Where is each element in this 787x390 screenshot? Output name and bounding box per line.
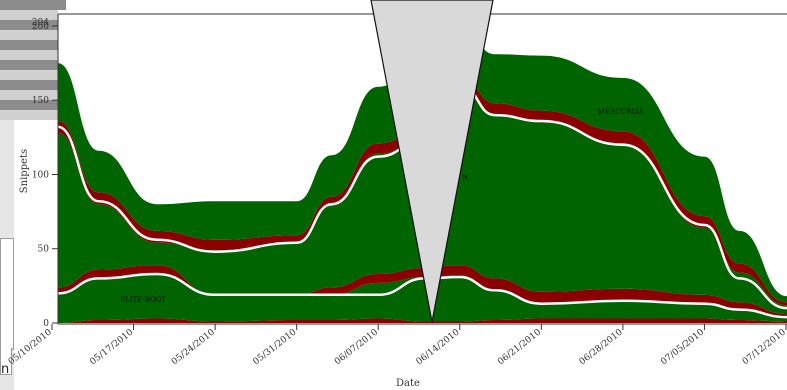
x-tick-label: 05/31/2010 xyxy=(251,327,298,367)
x-tick-label: 06/14/2010 xyxy=(415,327,462,367)
background-panel-bottom xyxy=(0,348,12,375)
background-toolbar-stripe xyxy=(0,10,66,20)
background-toolbar-stripe xyxy=(0,60,66,70)
x-tick-label: 06/21/2010 xyxy=(496,327,543,367)
x-tick-label: 07/12/2010 xyxy=(741,327,787,367)
background-toolbar-stripe xyxy=(0,20,66,30)
background-toolbar-stripe xyxy=(0,70,66,80)
overlay-triangle xyxy=(370,0,494,323)
background-toolbar-stripe xyxy=(0,100,66,110)
background-cropped-text: n xyxy=(1,362,10,377)
y-tick-label: 150 xyxy=(32,96,49,106)
background-toolbar-stripe xyxy=(0,30,66,40)
x-axis-title: Date xyxy=(396,378,420,389)
y-axis-title: Snippets xyxy=(19,149,30,193)
background-toolbar-stripe xyxy=(0,50,66,60)
stream-layer-top-green xyxy=(58,24,787,303)
y-tick-label: 50 xyxy=(38,245,50,255)
x-tick-label: 05/24/2010 xyxy=(170,327,217,367)
x-tick-label: 06/07/2010 xyxy=(333,327,380,367)
x-tick-label: 05/17/2010 xyxy=(88,327,135,367)
y-max-label: 204 xyxy=(32,18,49,28)
background-toolbar-stripe xyxy=(0,110,66,120)
x-tick-label: 05/10/2010 xyxy=(7,327,54,367)
series-label: MERCURIAL xyxy=(598,108,645,116)
background-toolbar-stripe xyxy=(0,80,66,90)
stream-layer-lower-red xyxy=(58,318,787,323)
background-toolbar-stripe xyxy=(0,40,66,50)
stream-layer-mid-red xyxy=(58,75,787,306)
background-toolbar-stripe xyxy=(0,90,66,100)
y-tick-label: 0 xyxy=(43,319,49,329)
y-tick-label: 100 xyxy=(32,170,49,180)
series-label: N xyxy=(462,174,468,182)
stream-layer-lower-red-cap xyxy=(58,265,787,318)
series-label: ELITE BOOT xyxy=(120,296,166,304)
x-tick-label: 06/28/2010 xyxy=(578,327,625,367)
stream-layer-lower-green xyxy=(58,274,787,323)
y-tick-label: 200 xyxy=(32,22,49,32)
x-tick-label: 07/05/2010 xyxy=(659,327,706,367)
background-toolbar-stripe xyxy=(0,0,66,10)
